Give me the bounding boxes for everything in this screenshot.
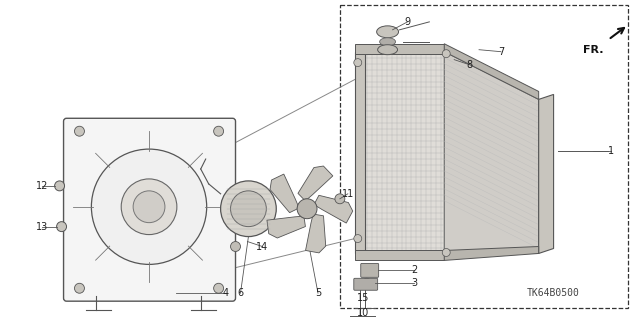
Text: 13: 13 [36,222,48,232]
Circle shape [442,249,450,256]
Bar [355,52,365,254]
Circle shape [230,191,266,226]
Text: 14: 14 [256,241,268,251]
Text: 5: 5 [315,288,321,298]
Polygon shape [298,166,333,199]
Bar [362,52,444,254]
Ellipse shape [378,45,397,55]
Text: 12: 12 [35,181,48,191]
Bar [355,44,444,54]
Circle shape [121,179,177,234]
Polygon shape [267,216,305,238]
Circle shape [230,241,241,251]
Circle shape [221,181,276,237]
FancyBboxPatch shape [63,118,236,301]
Polygon shape [444,52,539,254]
Circle shape [74,283,84,293]
Circle shape [362,278,372,288]
Circle shape [56,222,67,232]
Circle shape [74,126,84,136]
Circle shape [354,59,362,67]
Polygon shape [305,214,326,253]
Polygon shape [444,44,539,100]
Polygon shape [270,174,298,213]
Ellipse shape [380,38,396,46]
Circle shape [335,194,345,204]
Polygon shape [539,94,554,254]
Circle shape [442,50,450,58]
Circle shape [297,199,317,219]
FancyBboxPatch shape [354,278,378,290]
Text: 15: 15 [356,293,369,303]
Text: 6: 6 [237,288,244,298]
Circle shape [214,126,223,136]
Circle shape [354,234,362,242]
Text: 11: 11 [342,189,354,199]
Bar [340,5,628,308]
Text: TK64B0500: TK64B0500 [527,288,580,298]
Text: 7: 7 [498,47,504,57]
Polygon shape [315,195,353,223]
Text: 9: 9 [404,17,410,27]
Text: 1: 1 [608,146,614,156]
Circle shape [133,191,165,223]
Text: 8: 8 [466,60,472,70]
Bar [355,250,444,260]
Circle shape [54,181,65,191]
Text: 3: 3 [412,278,417,288]
Circle shape [214,283,223,293]
FancyBboxPatch shape [361,263,379,277]
Text: 10: 10 [356,308,369,318]
Polygon shape [444,247,539,260]
Text: FR.: FR. [583,45,604,55]
Circle shape [92,149,207,264]
Ellipse shape [377,26,399,38]
Text: 4: 4 [223,288,228,298]
Text: 2: 2 [412,265,417,275]
